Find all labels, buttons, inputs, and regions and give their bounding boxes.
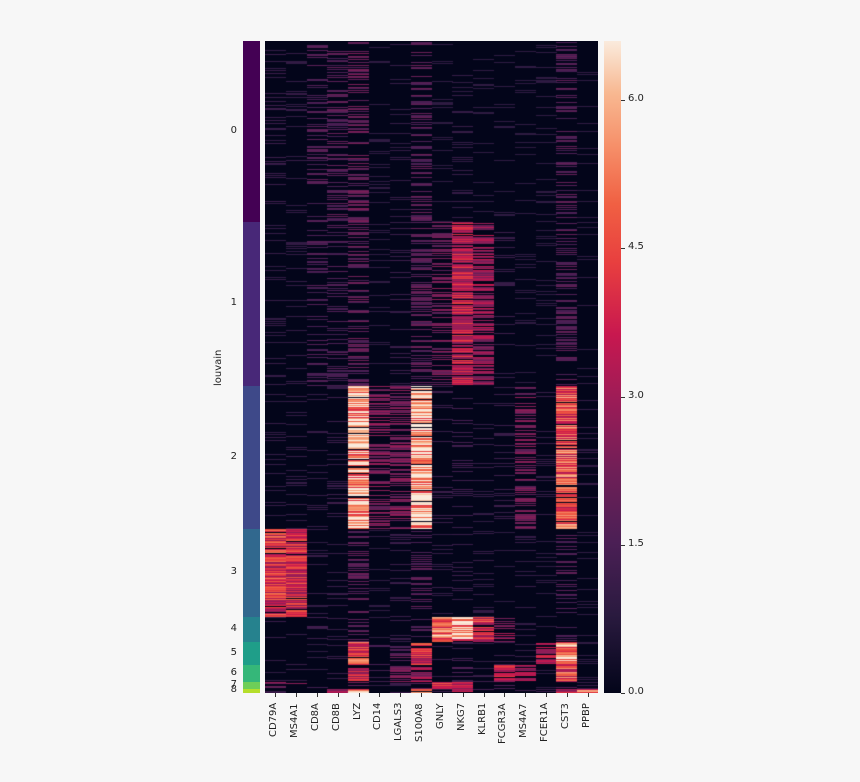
group-segment-5 xyxy=(243,642,260,665)
x-tick xyxy=(483,693,485,697)
gene-label-NKG7: NKG7 xyxy=(455,703,467,732)
louvain-group-bar xyxy=(243,41,260,693)
group-segment-7 xyxy=(243,682,260,689)
group-label-6: 6 xyxy=(230,666,237,678)
gene-label-KLRB1: KLRB1 xyxy=(476,703,488,736)
x-tick xyxy=(525,693,527,697)
colorbar-tick xyxy=(621,544,625,546)
colorbar-tick xyxy=(621,100,625,102)
gene-label-MS4A7: MS4A7 xyxy=(518,703,530,738)
colorbar-label: 0.0 xyxy=(628,686,644,697)
x-tick xyxy=(400,693,402,697)
group-label-1: 1 xyxy=(230,297,237,308)
colorbar-tick xyxy=(621,396,625,398)
colorbar xyxy=(604,41,621,693)
gene-label-CST3: CST3 xyxy=(559,703,571,729)
gene-label-CD79A: CD79A xyxy=(268,703,280,738)
group-segment-4 xyxy=(243,617,260,642)
y-axis-title: louvain xyxy=(213,349,224,386)
x-tick xyxy=(441,693,443,697)
x-tick xyxy=(296,693,298,697)
group-label-7: 7 xyxy=(230,678,237,690)
gene-label-S100A8: S100A8 xyxy=(414,703,426,742)
colorbar-tick xyxy=(621,248,625,250)
group-segment-2 xyxy=(243,386,260,529)
x-tick xyxy=(317,693,319,697)
group-label-3: 3 xyxy=(230,566,237,577)
x-tick xyxy=(566,693,568,697)
x-tick xyxy=(275,693,277,697)
group-segment-3 xyxy=(243,529,260,617)
group-label-5: 5 xyxy=(230,646,237,658)
x-tick xyxy=(587,693,589,697)
gene-label-FCGR3A: FCGR3A xyxy=(497,703,509,744)
group-segment-1 xyxy=(243,222,260,386)
group-label-0: 0 xyxy=(230,124,237,136)
gene-label-GNLY: GNLY xyxy=(434,703,446,729)
group-segment-0 xyxy=(243,41,260,222)
x-tick xyxy=(421,693,423,697)
x-tick xyxy=(358,693,360,697)
group-label-2: 2 xyxy=(230,450,237,462)
gene-label-FCER1A: FCER1A xyxy=(538,703,550,743)
x-tick xyxy=(337,693,339,697)
colorbar-label: 4.5 xyxy=(628,241,644,253)
group-segment-8 xyxy=(243,689,260,693)
gene-label-MS4A1: MS4A1 xyxy=(289,703,301,738)
gene-label-LYZ: LYZ xyxy=(351,703,363,721)
colorbar-label: 3.0 xyxy=(628,389,644,401)
colorbar-label: 1.5 xyxy=(628,537,644,549)
group-segment-6 xyxy=(243,665,260,682)
group-label-8: 8 xyxy=(230,684,237,695)
colorbar-tick xyxy=(621,693,625,694)
gene-label-CD8A: CD8A xyxy=(310,703,322,731)
x-tick xyxy=(504,693,506,697)
gene-label-LGALS3: LGALS3 xyxy=(393,703,405,742)
x-tick xyxy=(545,693,547,697)
group-label-4: 4 xyxy=(230,622,237,634)
gene-label-CD14: CD14 xyxy=(372,703,384,731)
heatmap-plot xyxy=(265,41,598,693)
colorbar-label: 6.0 xyxy=(628,93,644,105)
gene-label-PPBP: PPBP xyxy=(580,703,592,728)
gene-label-CD8B: CD8B xyxy=(330,703,342,731)
x-tick xyxy=(462,693,464,697)
x-tick xyxy=(379,693,381,697)
